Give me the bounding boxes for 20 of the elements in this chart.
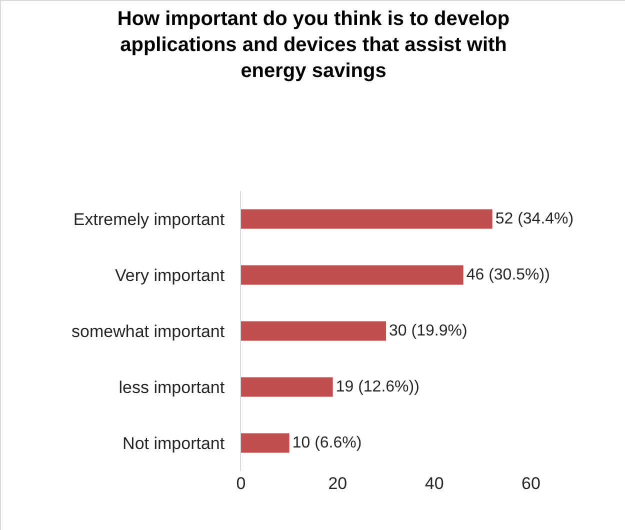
- data-label: 10 (6.6%): [292, 434, 362, 452]
- data-label: 19 (12.6%)): [336, 378, 420, 396]
- bar: [241, 265, 464, 285]
- data-label: 52 (34.4%): [495, 210, 574, 228]
- bar: [241, 377, 333, 397]
- y-tick-label: Not important: [122, 434, 225, 453]
- y-tick-label: less important: [118, 378, 225, 397]
- bar: [241, 209, 492, 229]
- x-tick-label: 60: [522, 474, 540, 493]
- chart-title: How important do you think is to develop applications and devices that assist with energy savings: [117, 8, 510, 82]
- x-tick-label: 20: [328, 474, 348, 493]
- bar: [241, 321, 386, 341]
- data-label: 46 (30.5%)): [466, 266, 550, 284]
- y-tick-label: somewhat important: [72, 322, 225, 341]
- y-tick-label: Very important: [114, 266, 225, 285]
- x-tick-label: 0: [236, 474, 246, 493]
- data-label: 30 (19.9%): [389, 322, 468, 340]
- bar: [241, 433, 290, 453]
- y-tick-label: Extremely important: [73, 210, 225, 229]
- x-tick-label: 40: [424, 474, 444, 493]
